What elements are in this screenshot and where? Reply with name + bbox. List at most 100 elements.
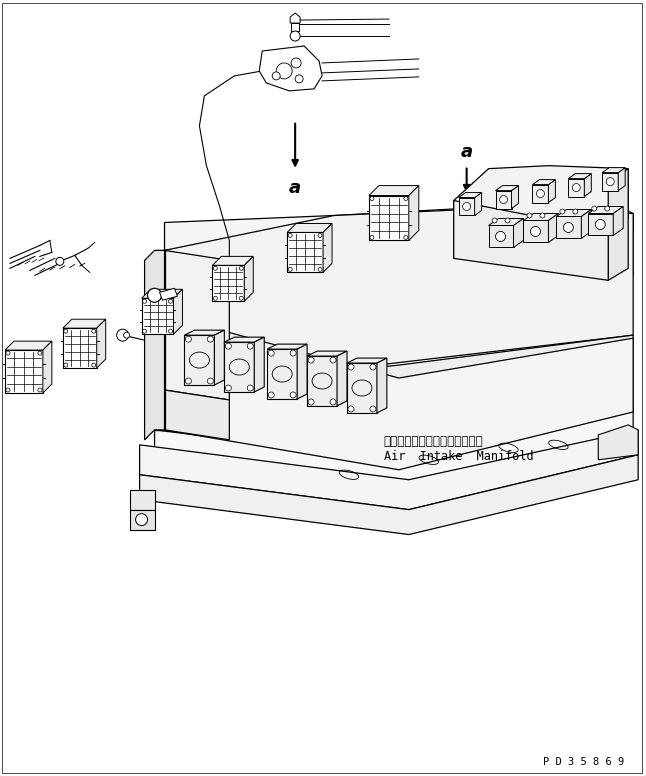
Polygon shape	[337, 351, 347, 406]
Polygon shape	[165, 315, 633, 469]
Polygon shape	[488, 226, 514, 248]
Text: a: a	[461, 143, 473, 161]
Polygon shape	[213, 256, 253, 265]
Polygon shape	[130, 510, 154, 529]
Polygon shape	[160, 289, 178, 300]
Polygon shape	[323, 223, 332, 272]
Polygon shape	[409, 185, 419, 241]
Circle shape	[572, 184, 580, 192]
Circle shape	[592, 206, 597, 211]
Polygon shape	[548, 213, 558, 242]
Polygon shape	[165, 335, 633, 465]
Polygon shape	[523, 220, 548, 242]
Polygon shape	[523, 213, 558, 220]
Circle shape	[288, 234, 292, 237]
Circle shape	[606, 178, 614, 185]
Circle shape	[563, 223, 574, 233]
Polygon shape	[297, 344, 307, 399]
Circle shape	[308, 399, 314, 405]
Circle shape	[143, 300, 147, 303]
Text: a: a	[289, 178, 301, 196]
Circle shape	[330, 399, 336, 405]
Circle shape	[6, 351, 10, 355]
Polygon shape	[307, 351, 347, 356]
Polygon shape	[255, 337, 264, 392]
Polygon shape	[453, 165, 628, 258]
Polygon shape	[290, 13, 300, 23]
Circle shape	[404, 196, 408, 200]
Polygon shape	[532, 185, 548, 203]
Circle shape	[38, 351, 42, 355]
Text: エアーインテークマニホールド: エアーインテークマニホールド	[384, 435, 484, 448]
Circle shape	[247, 385, 253, 391]
Circle shape	[527, 213, 532, 218]
Polygon shape	[598, 425, 638, 460]
Polygon shape	[475, 192, 482, 216]
Circle shape	[495, 231, 506, 241]
Circle shape	[117, 329, 129, 341]
Polygon shape	[145, 251, 165, 440]
Polygon shape	[459, 192, 482, 198]
Polygon shape	[459, 198, 475, 216]
Circle shape	[143, 329, 147, 333]
Polygon shape	[5, 350, 43, 393]
Circle shape	[290, 350, 296, 356]
Circle shape	[348, 406, 354, 412]
Circle shape	[225, 385, 231, 391]
Circle shape	[64, 329, 68, 333]
Polygon shape	[140, 455, 638, 535]
Circle shape	[605, 206, 610, 211]
Circle shape	[123, 332, 130, 338]
Polygon shape	[224, 342, 255, 392]
Polygon shape	[369, 196, 409, 241]
Circle shape	[499, 196, 508, 203]
Polygon shape	[495, 191, 512, 209]
Polygon shape	[589, 206, 623, 213]
Circle shape	[169, 329, 172, 333]
Polygon shape	[602, 172, 618, 191]
Circle shape	[308, 357, 314, 363]
Polygon shape	[556, 210, 591, 217]
Polygon shape	[287, 223, 332, 233]
Polygon shape	[512, 185, 519, 209]
Circle shape	[268, 392, 274, 398]
Polygon shape	[130, 490, 154, 510]
Circle shape	[536, 189, 545, 198]
Circle shape	[573, 209, 578, 214]
Polygon shape	[185, 330, 224, 335]
Circle shape	[92, 329, 96, 333]
Polygon shape	[495, 185, 519, 191]
Polygon shape	[185, 335, 214, 385]
Circle shape	[505, 218, 510, 223]
Polygon shape	[568, 178, 585, 196]
Circle shape	[530, 227, 541, 237]
Polygon shape	[585, 174, 591, 196]
Circle shape	[268, 350, 274, 356]
Text: P D 3 5 8 6 9: P D 3 5 8 6 9	[543, 757, 625, 767]
Circle shape	[272, 72, 280, 80]
Polygon shape	[224, 337, 264, 342]
Circle shape	[6, 388, 10, 392]
Circle shape	[370, 235, 374, 240]
Polygon shape	[369, 185, 419, 196]
Circle shape	[92, 363, 96, 367]
Polygon shape	[514, 219, 523, 248]
Polygon shape	[154, 251, 165, 430]
Polygon shape	[259, 46, 322, 91]
Circle shape	[290, 31, 300, 41]
Circle shape	[370, 406, 376, 412]
Polygon shape	[43, 341, 52, 393]
Polygon shape	[609, 213, 633, 296]
Polygon shape	[287, 233, 323, 272]
Polygon shape	[97, 319, 106, 368]
Circle shape	[213, 296, 217, 300]
Circle shape	[225, 343, 231, 349]
Circle shape	[147, 289, 162, 302]
Polygon shape	[568, 174, 591, 178]
Polygon shape	[141, 298, 174, 334]
Polygon shape	[140, 430, 638, 510]
Polygon shape	[141, 289, 182, 298]
Circle shape	[370, 196, 374, 200]
Polygon shape	[556, 217, 581, 238]
Polygon shape	[244, 256, 253, 301]
